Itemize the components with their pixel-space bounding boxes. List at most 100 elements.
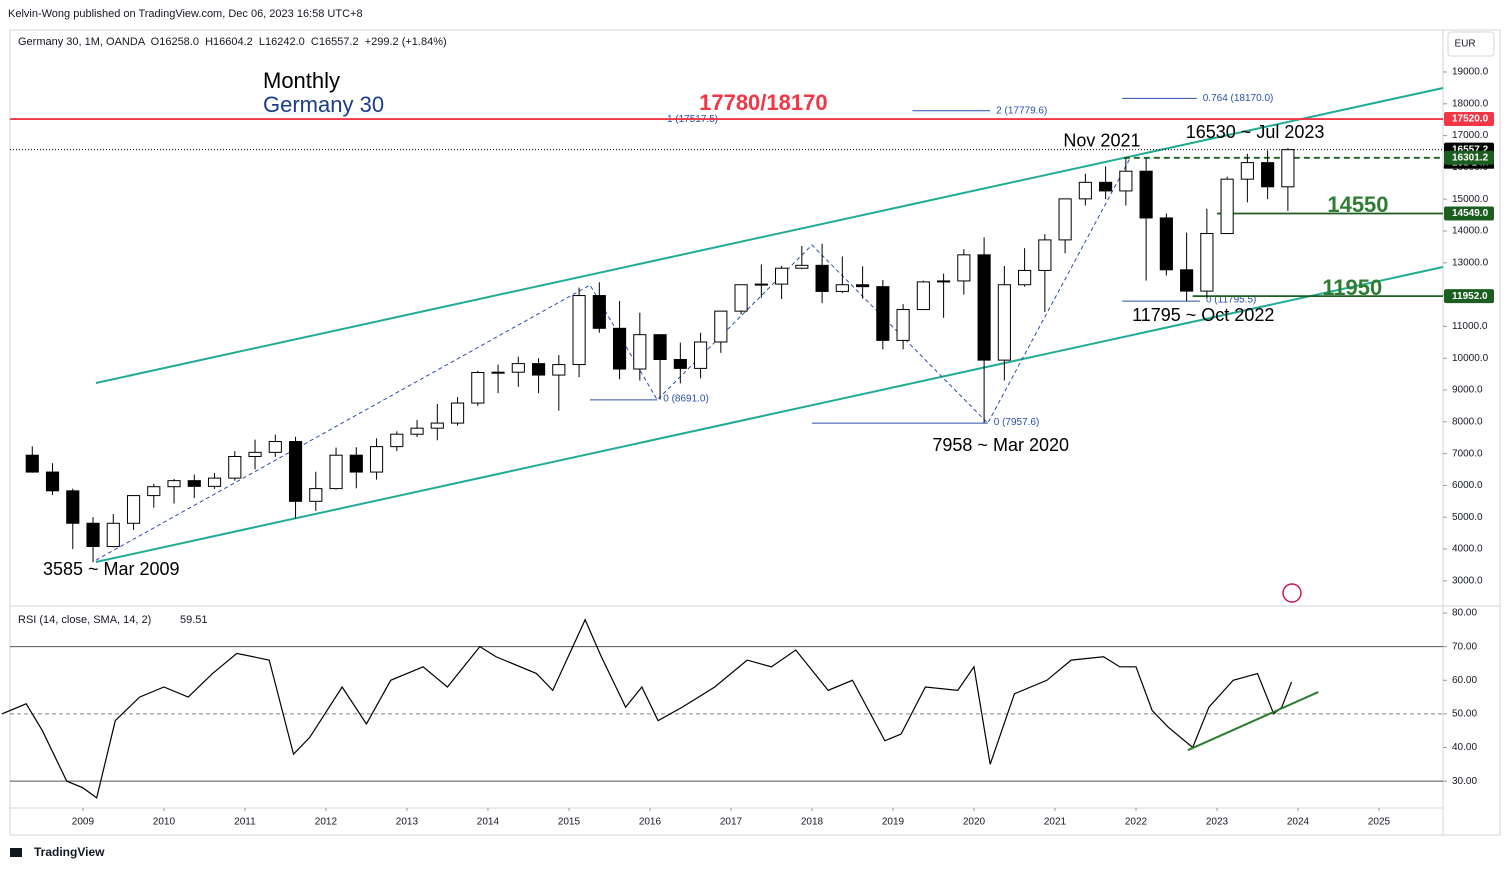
timeframe: Monthly (263, 68, 340, 93)
y-tick-label: 8000.0 (1452, 416, 1483, 427)
y-tick-label: 7000.0 (1452, 448, 1483, 459)
x-tick-label: 2009 (72, 817, 95, 828)
y-tick-label: 18000.0 (1452, 98, 1489, 109)
chart-title: Germany 30 (263, 92, 384, 117)
symbol-line: Germany 30, 1M, OANDA O16258.0 H16604.2 … (18, 36, 447, 48)
candle-body (147, 486, 161, 497)
icon[interactable] (1282, 583, 1302, 603)
candle-body (390, 433, 404, 448)
rsi-tick-label: 50.00 (1452, 709, 1477, 720)
candle-body (228, 455, 242, 479)
candle-body (248, 451, 262, 457)
annotation: 14550 (1327, 192, 1388, 217)
candle-body (612, 327, 627, 370)
candle-body (1180, 269, 1194, 292)
rsi-tick-label: 40.00 (1452, 742, 1477, 753)
x-tick-label: 2013 (396, 817, 419, 828)
y-tick-label: 10000.0 (1452, 353, 1489, 364)
x-tick-label: 2017 (720, 817, 743, 828)
currency-box[interactable] (1447, 31, 1495, 57)
y-tick-label: 17000.0 (1452, 130, 1489, 141)
candle-body (430, 422, 444, 429)
candle-body (187, 480, 201, 487)
candle-body (714, 310, 728, 343)
price-tag-label: 14549.0 (1452, 208, 1489, 219)
y-tick-label: 19000.0 (1452, 67, 1489, 78)
currency[interactable]: EUR (1454, 39, 1475, 50)
fib-label: 2 (17779.6) (996, 105, 1047, 116)
y-tick-label: 5000.0 (1452, 512, 1483, 523)
price-tag-label: 11952.0 (1452, 291, 1488, 302)
candle-body (531, 363, 546, 376)
price-tag (1444, 112, 1494, 127)
y-tick-label: 4000.0 (1452, 544, 1483, 555)
fib-label: 0 (11795.5) (1206, 295, 1256, 306)
candle-body (1018, 269, 1032, 286)
candle-body (1240, 162, 1254, 180)
zigzag (95, 157, 1131, 561)
x-tick-label: 2015 (558, 817, 581, 828)
price-tag (1444, 289, 1494, 304)
candle-body (1119, 170, 1133, 192)
y-tick-label: 11000.0 (1452, 321, 1488, 332)
candle-body (937, 280, 951, 283)
y-tick-label: 15000.0 (1452, 194, 1489, 205)
candle-body (1281, 149, 1295, 188)
x-tick-label: 2019 (882, 817, 905, 828)
candle-body (268, 441, 282, 453)
candle-body (288, 441, 303, 502)
candle-body (896, 309, 910, 341)
rsi-trendline (1187, 691, 1319, 752)
candle-body (1220, 178, 1234, 235)
candle-body (552, 364, 566, 376)
annotation: 7958 ~ Mar 2020 (932, 435, 1069, 455)
candle-body (856, 284, 870, 288)
candle-body (1261, 162, 1275, 188)
price-tag-label: 17520.0 (1452, 114, 1489, 125)
x-tick-label: 2021 (1044, 817, 1067, 828)
rsi-line (1, 618, 1293, 799)
y-tick-label: 13000.0 (1452, 257, 1489, 268)
rsi-tick-label: 60.00 (1452, 675, 1477, 686)
candle-body (916, 281, 930, 311)
candle-body (694, 341, 708, 369)
candle-body (1099, 181, 1113, 192)
price-tag (1444, 150, 1494, 165)
annotation: 11950 (1322, 275, 1382, 300)
fib-label: 0 (8691.0) (663, 393, 709, 404)
candle-body (491, 371, 505, 374)
candle-body (86, 522, 100, 547)
fib-label: 0 (7957.6) (994, 417, 1040, 428)
candle-body (1159, 217, 1173, 271)
candle-body (815, 264, 829, 292)
candle-body (511, 363, 525, 373)
candle-body (349, 454, 363, 473)
y-tick-label: 3000.0 (1452, 575, 1483, 586)
candle-body (673, 358, 687, 369)
annotation: 3585 ~ Mar 2009 (43, 559, 180, 579)
rsi-tick-label: 30.00 (1452, 776, 1477, 787)
fib-label: 0.764 (18170.0) (1203, 93, 1274, 104)
header: Kelvin-Wong published on TradingView.com… (8, 8, 363, 20)
candle-body (410, 427, 424, 435)
candle-body (957, 254, 971, 282)
candle-body (106, 522, 120, 547)
rsi-label: RSI (14, close, SMA, 14, 2) (18, 614, 151, 626)
candle-body (66, 490, 80, 524)
x-tick-label: 2022 (1125, 817, 1148, 828)
channel-line (95, 87, 1444, 384)
candle-body (207, 477, 222, 487)
x-tick-label: 2023 (1206, 817, 1229, 828)
x-tick-label: 2012 (315, 817, 338, 828)
candle-body (126, 495, 141, 524)
y-tick-label: 9000.0 (1452, 385, 1483, 396)
y-tick-label: 6000.0 (1452, 480, 1483, 491)
candle-body (775, 267, 789, 285)
candle-body (329, 454, 343, 490)
annotation: 17780/18170 (699, 90, 827, 115)
candle-body (369, 446, 384, 473)
candle-body (25, 454, 39, 473)
x-tick-label: 2018 (801, 817, 824, 828)
rsi-tick-label: 80.00 (1452, 608, 1477, 619)
candle-body (592, 295, 606, 329)
